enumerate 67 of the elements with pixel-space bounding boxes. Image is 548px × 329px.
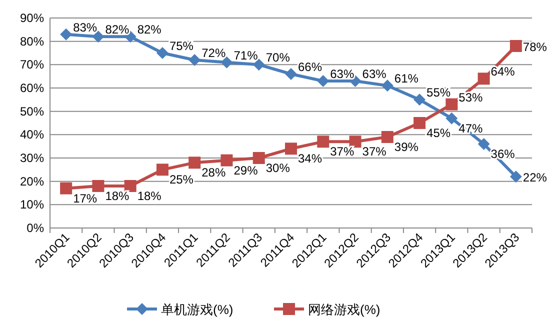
- data-label: 25%: [169, 172, 194, 187]
- y-tick-label: 90%: [20, 11, 44, 25]
- point: [188, 54, 201, 66]
- y-tick-label: 0%: [26, 221, 44, 235]
- data-label: 30%: [266, 161, 290, 175]
- data-label: 17%: [73, 191, 98, 206]
- y-tick-label: 40%: [20, 128, 44, 142]
- data-label: 72%: [202, 46, 226, 60]
- data-label: 28%: [202, 166, 226, 180]
- y-tick-label: 30%: [20, 151, 44, 165]
- data-label: 75%: [169, 39, 194, 53]
- point: [124, 180, 136, 192]
- point: [381, 80, 394, 92]
- data-label: 55%: [426, 86, 451, 100]
- point: [252, 58, 265, 71]
- point: [381, 131, 394, 143]
- point: [414, 94, 426, 106]
- point: [285, 68, 297, 80]
- point: [252, 152, 265, 164]
- data-label: 18%: [105, 189, 130, 203]
- point: [188, 156, 201, 169]
- data-label: 39%: [394, 140, 419, 154]
- point: [156, 47, 168, 59]
- point: [478, 72, 490, 85]
- point: [446, 98, 458, 110]
- point: [92, 30, 104, 43]
- point: [60, 182, 72, 194]
- data-label: 70%: [266, 50, 290, 65]
- data-label: 53%: [458, 90, 484, 104]
- data-label: 37%: [330, 144, 354, 159]
- point: [510, 40, 522, 52]
- point: [317, 136, 330, 148]
- data-label: 61%: [394, 72, 419, 86]
- point: [446, 112, 458, 124]
- data-label: 78%: [522, 40, 548, 54]
- legend-label: 网络游戏(%): [308, 302, 380, 317]
- point: [478, 138, 490, 150]
- data-label: 45%: [426, 126, 451, 140]
- data-label: 22%: [522, 170, 548, 185]
- y-tick-label: 60%: [20, 81, 44, 95]
- point: [92, 180, 104, 192]
- data-label: 71%: [234, 48, 258, 62]
- point: [156, 164, 168, 176]
- y-tick-label: 20%: [20, 174, 44, 188]
- data-label: 18%: [137, 189, 162, 203]
- point: [414, 117, 426, 129]
- data-label: 82%: [137, 22, 162, 37]
- data-label: 83%: [73, 20, 98, 34]
- data-label: 66%: [298, 60, 322, 74]
- y-tick-label: 10%: [20, 198, 44, 212]
- point: [220, 56, 233, 68]
- point: [349, 136, 362, 148]
- data-label: 34%: [298, 152, 322, 166]
- data-label: 63%: [330, 67, 354, 81]
- data-label: 29%: [234, 163, 258, 178]
- point: [220, 154, 233, 166]
- data-label: 37%: [362, 144, 387, 159]
- legend-label: 单机游戏(%): [161, 302, 234, 317]
- y-tick-label: 50%: [20, 104, 44, 118]
- y-tick-label: 80%: [20, 34, 44, 48]
- data-label: 82%: [105, 22, 130, 37]
- data-label: 64%: [490, 64, 516, 79]
- data-label: 63%: [362, 67, 387, 81]
- point: [510, 170, 522, 183]
- point: [60, 28, 72, 40]
- point: [285, 142, 297, 155]
- y-tick-label: 70%: [20, 58, 44, 72]
